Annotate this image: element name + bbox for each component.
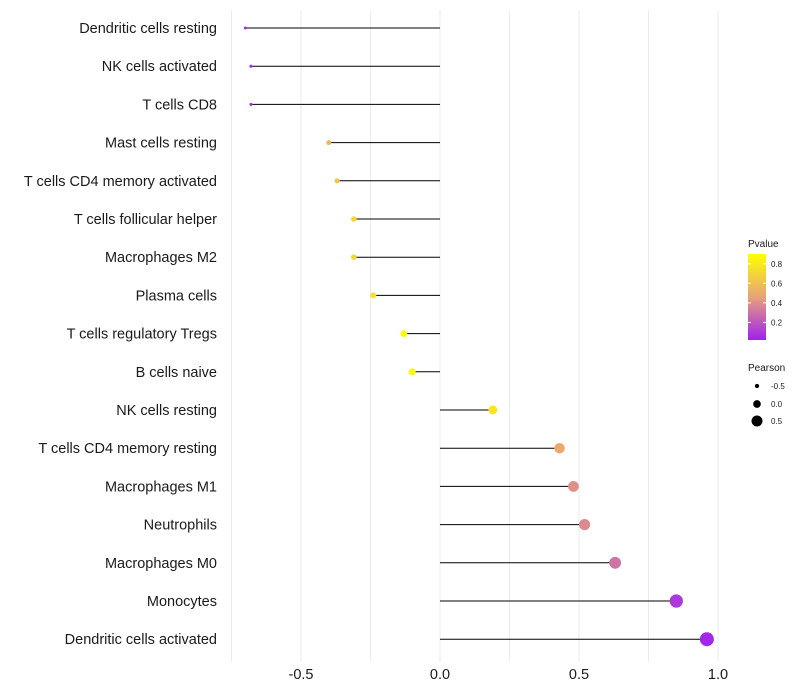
category-label: Neutrophils: [144, 518, 217, 534]
legend-pearson-keys: -0.5 0.0 0.5: [751, 382, 785, 427]
legend-pvalue-ticks: 0.8 0.6 0.4 0.2: [748, 260, 783, 327]
category-label: Macrophages M0: [105, 556, 217, 572]
category-labels: Dendritic cells resting NK cells activate…: [24, 21, 217, 648]
lollipop-point: [249, 102, 253, 106]
lollipop-point: [699, 632, 714, 647]
legend-pvalue-colorbar: [748, 254, 766, 340]
category-label: Dendritic cells activated: [65, 632, 217, 648]
lollipop-points: [243, 26, 714, 647]
legend-pearson-title: Pearson: [748, 363, 785, 374]
category-label: T cells regulatory Tregs: [67, 327, 217, 343]
category-label: T cells CD4 memory resting: [38, 441, 217, 457]
category-label: Dendritic cells resting: [79, 21, 217, 37]
category-label: Mast cells resting: [105, 136, 217, 152]
category-label: NK cells resting: [116, 403, 217, 419]
lollipop-point: [351, 216, 357, 222]
category-label: Monocytes: [147, 594, 217, 610]
category-label: NK cells activated: [102, 59, 217, 75]
lollipop-point: [243, 26, 247, 30]
lollipop-point: [579, 519, 591, 531]
lollipop-point: [609, 556, 622, 569]
lollipop-point: [351, 254, 357, 260]
x-tick-label: 0.0: [430, 667, 450, 683]
x-tick-label: 1.0: [708, 667, 728, 683]
category-label: Plasma cells: [136, 288, 217, 304]
lollipop-point: [326, 140, 332, 146]
legend-pvalue-tick-label: 0.4: [771, 299, 783, 308]
lollipop-point: [669, 594, 683, 608]
category-label: B cells naive: [136, 365, 217, 381]
legend-pvalue-tick-label: 0.8: [771, 260, 783, 269]
category-label: Macrophages M2: [105, 250, 217, 266]
lollipop-point: [408, 368, 416, 376]
legend-pearson-key: [753, 400, 761, 408]
category-label: T cells CD4 memory activated: [24, 174, 217, 190]
legend-pearson-key: [754, 383, 760, 389]
legend: Pvalue 0.8 0.6 0.4 0.2 Pearson -0.5 0.0 0.5: [748, 239, 785, 427]
x-axis-ticks: -0.5 0.0 0.5 1.0: [289, 667, 729, 683]
lollipop-point: [554, 442, 565, 454]
legend-pearson-label: 0.5: [771, 417, 783, 426]
legend-pearson-key: [751, 415, 763, 427]
x-tick-label: 0.5: [569, 667, 589, 683]
legend-pvalue-tick-label: 0.2: [771, 318, 783, 327]
lollipop-point: [249, 64, 253, 68]
legend-pearson-label: -0.5: [771, 382, 785, 391]
legend-pearson-label: 0.0: [771, 400, 783, 409]
legend-pvalue-title: Pvalue: [748, 239, 779, 250]
category-label: T cells CD8: [142, 97, 217, 113]
lollipop-point: [488, 405, 498, 415]
grid-lines: [231, 10, 719, 662]
lollipop-point: [400, 330, 408, 337]
lollipop-point: [370, 292, 377, 299]
lollipop-point: [334, 178, 340, 184]
x-tick-label: -0.5: [289, 667, 314, 683]
lollipop-stems: [245, 27, 707, 640]
category-label: Macrophages M1: [105, 479, 217, 495]
category-label: T cells follicular helper: [74, 212, 217, 228]
legend-pvalue-tick-label: 0.6: [771, 279, 783, 288]
lollipop-point: [568, 480, 579, 492]
